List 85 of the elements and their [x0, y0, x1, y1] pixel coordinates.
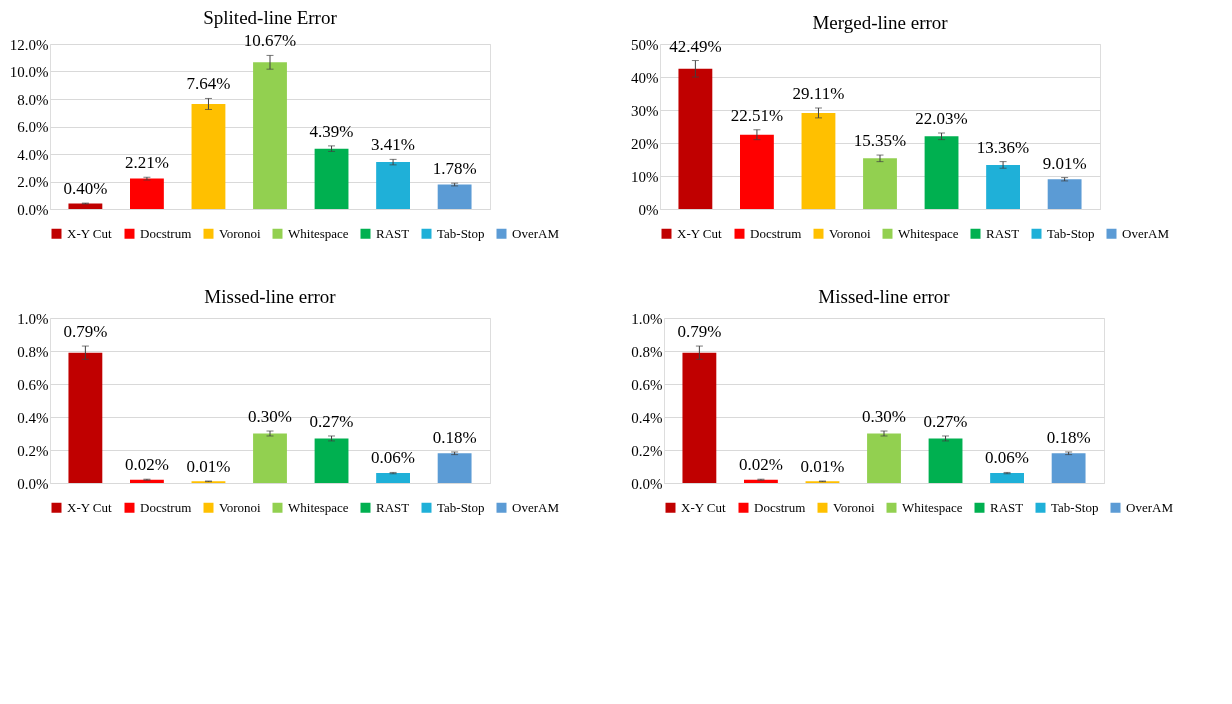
y-tick-label: 12.0% — [9, 36, 49, 53]
data-label: 15.35% — [853, 131, 907, 151]
chart-title: Merged-line error — [812, 12, 949, 33]
y-tick-label: 10% — [631, 168, 659, 185]
y-tick-label: 30% — [631, 102, 659, 119]
legend-label: RAST — [986, 225, 1020, 241]
data-label: 0.06% — [371, 448, 416, 468]
y-tick-label: 0.2% — [631, 442, 663, 459]
data-label: 0.18% — [1046, 427, 1091, 447]
legend-label: Voronoi — [833, 499, 876, 515]
data-label: 0.02% — [738, 455, 783, 475]
legend-label: Tab-Stop — [437, 499, 485, 515]
data-label: 0.01% — [186, 457, 231, 477]
legend-label: Voronoi — [829, 225, 872, 241]
data-label: 0.02% — [124, 455, 169, 475]
legend-label: Whitespace — [898, 225, 959, 241]
data-label: 0.18% — [432, 427, 477, 447]
legend-label: RAST — [376, 499, 410, 515]
y-tick-label: 40% — [631, 69, 659, 86]
y-tick-label: 4.0% — [17, 146, 49, 163]
data-label: 0.79% — [63, 322, 108, 342]
y-tick-label: 8.0% — [17, 91, 49, 108]
legend-label: RAST — [376, 225, 410, 241]
y-tick-label: 0.6% — [631, 376, 663, 393]
legend-label: OverAM — [512, 225, 560, 241]
y-tick-label: 0.2% — [17, 442, 49, 459]
data-label: 7.64% — [186, 74, 231, 94]
data-label: 42.49% — [669, 36, 722, 56]
data-label: 1.78% — [432, 159, 477, 179]
y-tick-label: 2.0% — [17, 174, 49, 190]
y-tick-label: 0.6% — [17, 376, 49, 393]
y-tick-label: 10.0% — [9, 64, 49, 80]
legend-label: OverAM — [512, 499, 560, 515]
data-label: 9.01% — [1042, 153, 1087, 173]
chart-title: Splited-line Error — [203, 7, 338, 29]
legend-label: Whitespace — [288, 225, 349, 241]
legend-label: Tab-Stop — [437, 225, 485, 241]
legend-label: OverAM — [1122, 225, 1170, 241]
data-label: 4.39% — [309, 121, 354, 141]
data-label: 0.06% — [985, 448, 1030, 468]
y-tick-label: 50% — [631, 36, 659, 53]
legend-label: Tab-Stop — [1047, 225, 1095, 241]
y-tick-label: 0.0% — [631, 475, 663, 492]
data-label: 22.03% — [915, 109, 968, 128]
y-tick-label: 6.0% — [17, 119, 49, 135]
legend-label: X-Y Cut — [677, 225, 723, 241]
legend-label: RAST — [990, 499, 1024, 515]
y-tick-label: 0% — [638, 201, 659, 218]
legend-label: Voronoi — [219, 499, 262, 515]
data-label: 0.30% — [248, 407, 292, 427]
data-label: 0.40% — [63, 179, 108, 199]
data-label: 0.27% — [309, 411, 354, 431]
legend-label: Docstrum — [140, 225, 192, 241]
data-label: 10.67% — [243, 31, 297, 51]
data-label: 0.79% — [677, 322, 722, 342]
chart-title: Missed-line error — [818, 286, 951, 307]
y-tick-label: 1.0% — [631, 310, 663, 327]
y-tick-label: 0.0% — [17, 475, 49, 492]
y-tick-label: 1.0% — [17, 310, 49, 327]
legend-label: Voronoi — [219, 225, 262, 241]
legend-label: Whitespace — [902, 499, 963, 515]
data-label: 0.01% — [800, 457, 845, 477]
data-label: 0.27% — [923, 411, 968, 431]
data-label: 3.41% — [371, 135, 416, 155]
data-label: 29.11% — [792, 83, 845, 103]
y-tick-label: 0.4% — [17, 409, 49, 426]
y-tick-label: 0.8% — [17, 343, 49, 360]
y-tick-label: 0.0% — [17, 201, 49, 218]
data-label: 22.51% — [730, 105, 784, 125]
legend-label: X-Y Cut — [67, 225, 113, 241]
data-label: 0.30% — [862, 407, 906, 427]
data-label: 13.36% — [976, 137, 1030, 157]
y-tick-label: 0.4% — [631, 409, 663, 426]
legend-label: Docstrum — [750, 225, 802, 241]
data-label: 2.21% — [124, 153, 169, 173]
y-tick-label: 20% — [631, 135, 659, 152]
legend-label: X-Y Cut — [681, 499, 727, 515]
y-tick-label: 0.8% — [631, 343, 663, 360]
legend-label: Whitespace — [288, 499, 349, 515]
chart-title: Missed-line error — [204, 286, 337, 307]
legend-label: Docstrum — [140, 499, 192, 515]
legend-label: X-Y Cut — [67, 499, 113, 515]
legend-label: Docstrum — [754, 499, 806, 515]
legend-label: Tab-Stop — [1051, 499, 1099, 515]
legend-label: OverAM — [1126, 499, 1174, 515]
